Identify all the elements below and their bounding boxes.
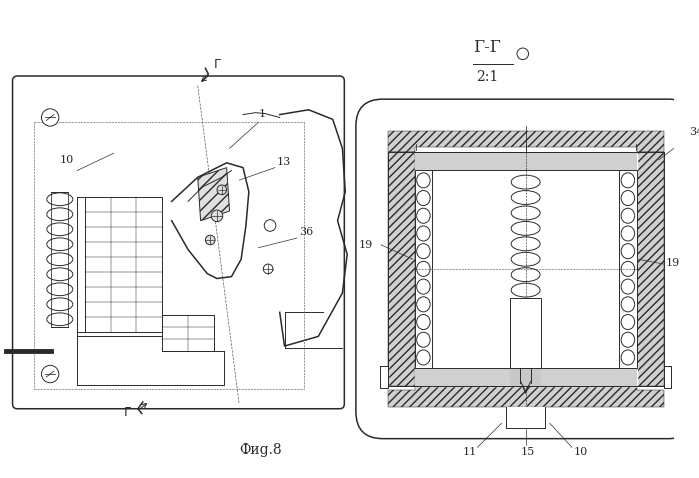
Circle shape [264, 264, 273, 274]
Circle shape [206, 235, 215, 245]
Text: Фиg.8: Фиg.8 [239, 443, 282, 457]
Polygon shape [415, 368, 637, 386]
Circle shape [211, 210, 223, 222]
Text: 19: 19 [665, 258, 679, 268]
Text: 15: 15 [521, 447, 535, 457]
Polygon shape [510, 368, 541, 386]
Text: Г: Г [214, 58, 222, 71]
Polygon shape [388, 131, 663, 152]
Polygon shape [198, 168, 229, 221]
Text: 34: 34 [690, 127, 699, 137]
Text: 11: 11 [463, 447, 477, 457]
Circle shape [217, 185, 226, 195]
Polygon shape [415, 152, 637, 170]
FancyBboxPatch shape [356, 99, 696, 439]
Text: 19: 19 [359, 239, 373, 250]
Text: 13: 13 [277, 157, 291, 167]
Text: Г: Г [124, 405, 131, 419]
Circle shape [517, 48, 528, 60]
Text: 2:1: 2:1 [477, 70, 498, 84]
Circle shape [264, 220, 276, 231]
Polygon shape [388, 152, 415, 386]
FancyBboxPatch shape [510, 298, 541, 368]
Text: 1: 1 [259, 109, 266, 119]
Polygon shape [637, 152, 663, 386]
Text: Г-Г: Г-Г [473, 39, 500, 56]
Circle shape [41, 365, 59, 383]
FancyBboxPatch shape [13, 76, 345, 409]
Circle shape [41, 109, 59, 126]
Text: 36: 36 [299, 227, 313, 237]
Polygon shape [388, 386, 663, 407]
Text: 10: 10 [60, 155, 74, 165]
Text: 10: 10 [574, 447, 588, 457]
FancyBboxPatch shape [415, 152, 637, 386]
